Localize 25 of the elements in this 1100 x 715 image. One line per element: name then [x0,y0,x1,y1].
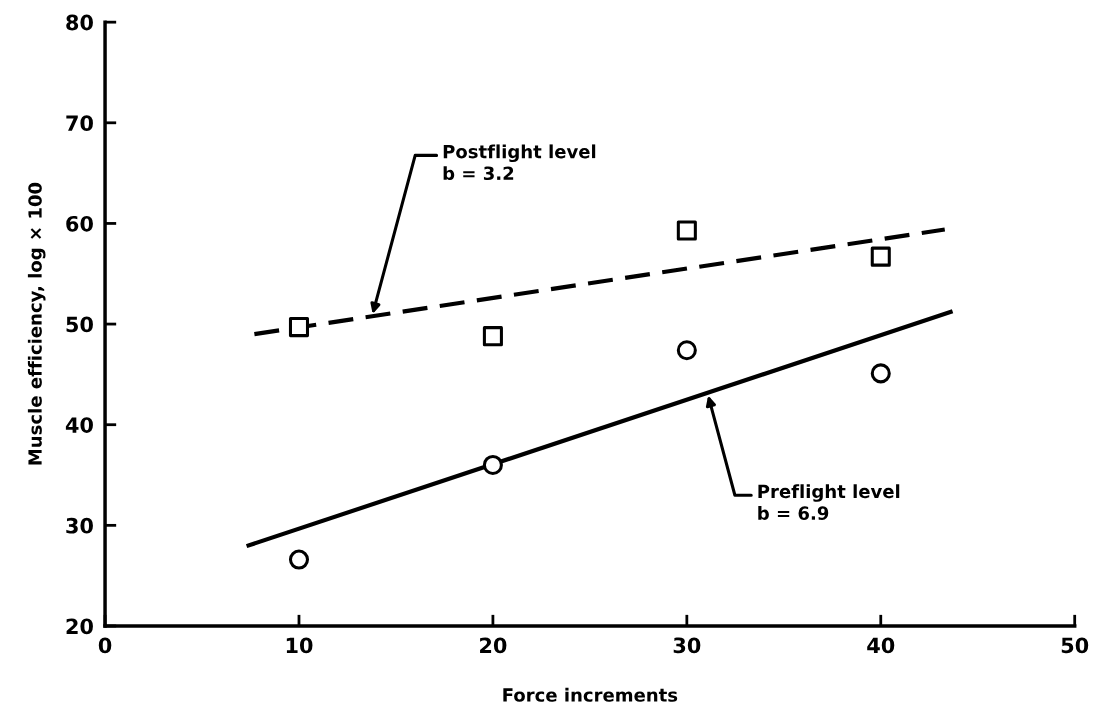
x-tick-label: 50 [1061,637,1089,654]
y-tick-label: 70 [66,115,93,132]
point [482,454,503,475]
point [870,363,891,384]
x-tick-label: 40 [867,637,895,654]
y-axis-title: Muscle efficiency, log × 100 [27,182,46,465]
x-tick-label: 20 [480,637,507,654]
y-tick-label: 60 [66,215,93,232]
annotation: Postflight level b = 3.2 [443,144,596,181]
point [676,220,697,241]
x-axis-title: Force increments [503,687,678,702]
y-tick-label: 20 [66,618,93,635]
point [870,246,891,267]
x-tick-label: 10 [286,637,313,654]
point [288,549,310,570]
y-tick-label: 40 [65,417,93,433]
x-tick-label: 30 [673,637,701,654]
x-tick-label: 0 [98,637,112,654]
y-tick-label: 80 [66,14,93,31]
point [482,326,503,347]
y-tick-label: 30 [66,517,93,534]
point [676,340,697,361]
point [288,317,310,338]
y-tick-label: 50 [66,316,93,333]
annotation: Preflight level b = 6.9 [758,484,900,520]
